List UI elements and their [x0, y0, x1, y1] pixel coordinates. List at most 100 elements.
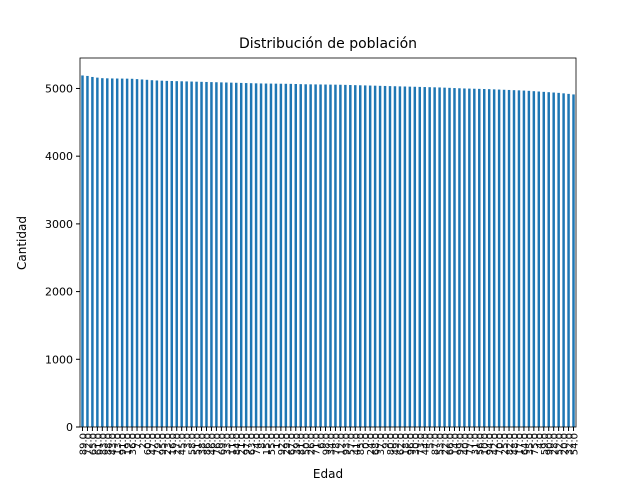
bar — [428, 87, 431, 428]
x-tick-label: 63.0 — [247, 433, 258, 455]
x-tick-label: 58.0 — [188, 433, 199, 455]
x-tick-label: 83.0 — [98, 433, 109, 455]
x-tick-label: 80.0 — [386, 433, 397, 455]
x-tick-label: 65.0 — [88, 433, 99, 455]
x-tick-label: 56.0 — [475, 433, 486, 455]
bar — [418, 86, 421, 427]
x-tick-label: 44.0 — [421, 433, 432, 455]
bar — [254, 83, 258, 427]
x-tick-label: 43.0 — [108, 433, 119, 455]
bar — [264, 83, 268, 427]
bar — [383, 85, 387, 427]
bar — [567, 93, 570, 428]
bar — [106, 78, 109, 428]
bar — [195, 81, 198, 427]
bar — [487, 89, 491, 427]
x-tick-label: 20.0 — [560, 433, 571, 455]
bar — [244, 83, 248, 427]
bar — [81, 75, 84, 427]
bar — [86, 75, 89, 427]
x-tick-label: 11.0 — [227, 433, 238, 455]
x-tick-label: 46.0 — [207, 433, 218, 455]
bar — [314, 84, 317, 427]
bar — [492, 89, 496, 427]
x-tick-label: 30.0 — [411, 433, 422, 455]
bar — [230, 82, 233, 427]
x-tick-label: 9.0 — [381, 433, 392, 449]
x-tick-label: 25.0 — [500, 433, 511, 455]
x-tick-label: 90.0 — [545, 433, 556, 455]
bar — [458, 88, 461, 427]
bar — [289, 83, 293, 427]
bar — [398, 86, 402, 427]
x-tick-label: 49.0 — [391, 433, 402, 455]
x-tick-label: 67.0 — [287, 433, 298, 455]
bar — [180, 81, 183, 427]
bar — [497, 89, 501, 427]
x-tick-label: 51.0 — [193, 433, 204, 455]
bar — [547, 92, 550, 427]
y-tick-label: 0 — [66, 421, 73, 434]
x-tick-label: 91.0 — [118, 433, 129, 455]
x-tick-label: 76.0 — [212, 433, 223, 455]
x-tick-label: 81.0 — [297, 433, 308, 455]
bar — [115, 78, 119, 427]
bar — [324, 84, 327, 427]
bar — [190, 81, 193, 428]
bar — [111, 78, 114, 428]
bar — [91, 76, 94, 428]
x-tick-label: 14.0 — [450, 433, 461, 455]
x-tick-label: 26.0 — [307, 433, 318, 455]
y-axis-label: Cantidad — [15, 216, 29, 270]
bar — [235, 82, 238, 427]
x-tick-label: 7.0 — [133, 433, 144, 449]
bar — [200, 81, 203, 428]
x-tick-label: 42.0 — [490, 433, 501, 455]
x-tick-label: 31.0 — [470, 433, 481, 455]
bar — [502, 89, 506, 428]
x-tick-label: 57.0 — [346, 433, 357, 455]
bar — [517, 90, 521, 427]
bar — [423, 87, 426, 428]
bar — [468, 88, 471, 427]
bar — [443, 87, 446, 428]
x-tick-label: 6.0 — [317, 433, 328, 449]
bar — [537, 91, 541, 427]
x-tick-label: 13.0 — [113, 433, 124, 455]
bar — [473, 88, 476, 428]
bar — [334, 84, 337, 427]
x-tick-label: 37.0 — [376, 433, 387, 455]
x-tick-label: 36.0 — [128, 433, 139, 455]
bar — [438, 87, 441, 427]
bar — [259, 83, 263, 427]
x-tick-label: 29.0 — [282, 433, 293, 455]
x-tick-label: 73.0 — [416, 433, 427, 455]
bar — [373, 85, 377, 427]
x-tick-label: 74.0 — [252, 433, 263, 455]
bar — [249, 83, 253, 427]
bar — [274, 83, 278, 427]
chart-title: Distribución de población — [239, 36, 417, 52]
x-tick-label: 82.0 — [505, 433, 516, 455]
x-tick-label: 53.0 — [436, 433, 447, 455]
bar — [279, 83, 283, 427]
bar — [562, 93, 565, 428]
bar — [210, 82, 213, 427]
x-tick-label: 24.0 — [366, 433, 377, 455]
bar — [294, 83, 297, 427]
bar — [453, 88, 456, 428]
bar — [309, 84, 312, 427]
x-tick-label: 72.0 — [83, 433, 94, 455]
x-tick-label: 8.0 — [257, 433, 268, 449]
bar — [349, 85, 352, 427]
x-tick-label: 1.0 — [272, 433, 283, 449]
x-tick-label: 40.0 — [460, 433, 471, 455]
x-tick-label: 32.0 — [565, 433, 576, 455]
x-tick-label: 4.0 — [535, 433, 546, 449]
x-tick-label: 89.0 — [78, 433, 89, 455]
bar — [413, 86, 417, 427]
bar — [205, 81, 208, 427]
x-tick-label: 85.0 — [356, 433, 367, 455]
bar — [363, 85, 367, 427]
bar — [120, 78, 124, 427]
